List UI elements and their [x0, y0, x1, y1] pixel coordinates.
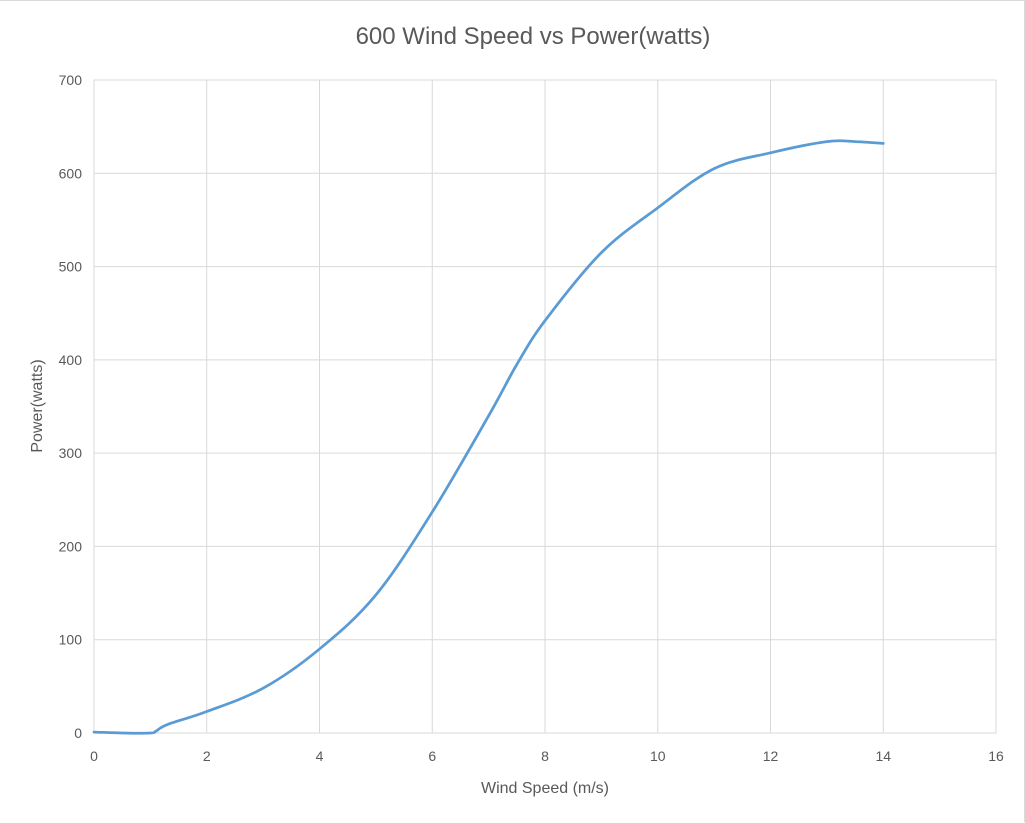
- y-tick-label: 500: [59, 259, 83, 275]
- chart-title: 600 Wind Speed vs Power(watts): [356, 23, 711, 50]
- y-axis-title: Power(watts): [29, 359, 46, 452]
- x-tick-label: 10: [650, 748, 666, 764]
- y-tick-label: 700: [59, 72, 83, 88]
- x-tick-label: 8: [541, 748, 549, 764]
- series-layer: [92, 139, 885, 735]
- y-tick-label: 400: [59, 352, 83, 368]
- x-axis-ticks: 0 2 4 6 8 10 12 14 16: [90, 748, 1004, 764]
- gridlines: [93, 79, 997, 734]
- x-tick-label: 14: [875, 748, 891, 764]
- y-axis-ticks: 0 100 200 300 400 500 600 700: [59, 72, 83, 741]
- x-tick-label: 2: [203, 748, 211, 764]
- x-tick-label: 4: [316, 748, 324, 764]
- x-tick-label: 0: [90, 748, 98, 764]
- y-tick-label: 200: [59, 538, 83, 554]
- y-tick-label: 600: [59, 165, 83, 181]
- y-tick-label: 300: [59, 445, 83, 461]
- x-tick-label: 6: [428, 748, 436, 764]
- y-tick-label: 0: [74, 725, 82, 741]
- series-line: [92, 139, 885, 735]
- x-axis-title: Wind Speed (m/s): [481, 780, 609, 797]
- x-tick-label: 16: [988, 748, 1004, 764]
- x-tick-label: 12: [763, 748, 779, 764]
- plot-area: [93, 79, 997, 734]
- y-tick-label: 100: [59, 632, 83, 648]
